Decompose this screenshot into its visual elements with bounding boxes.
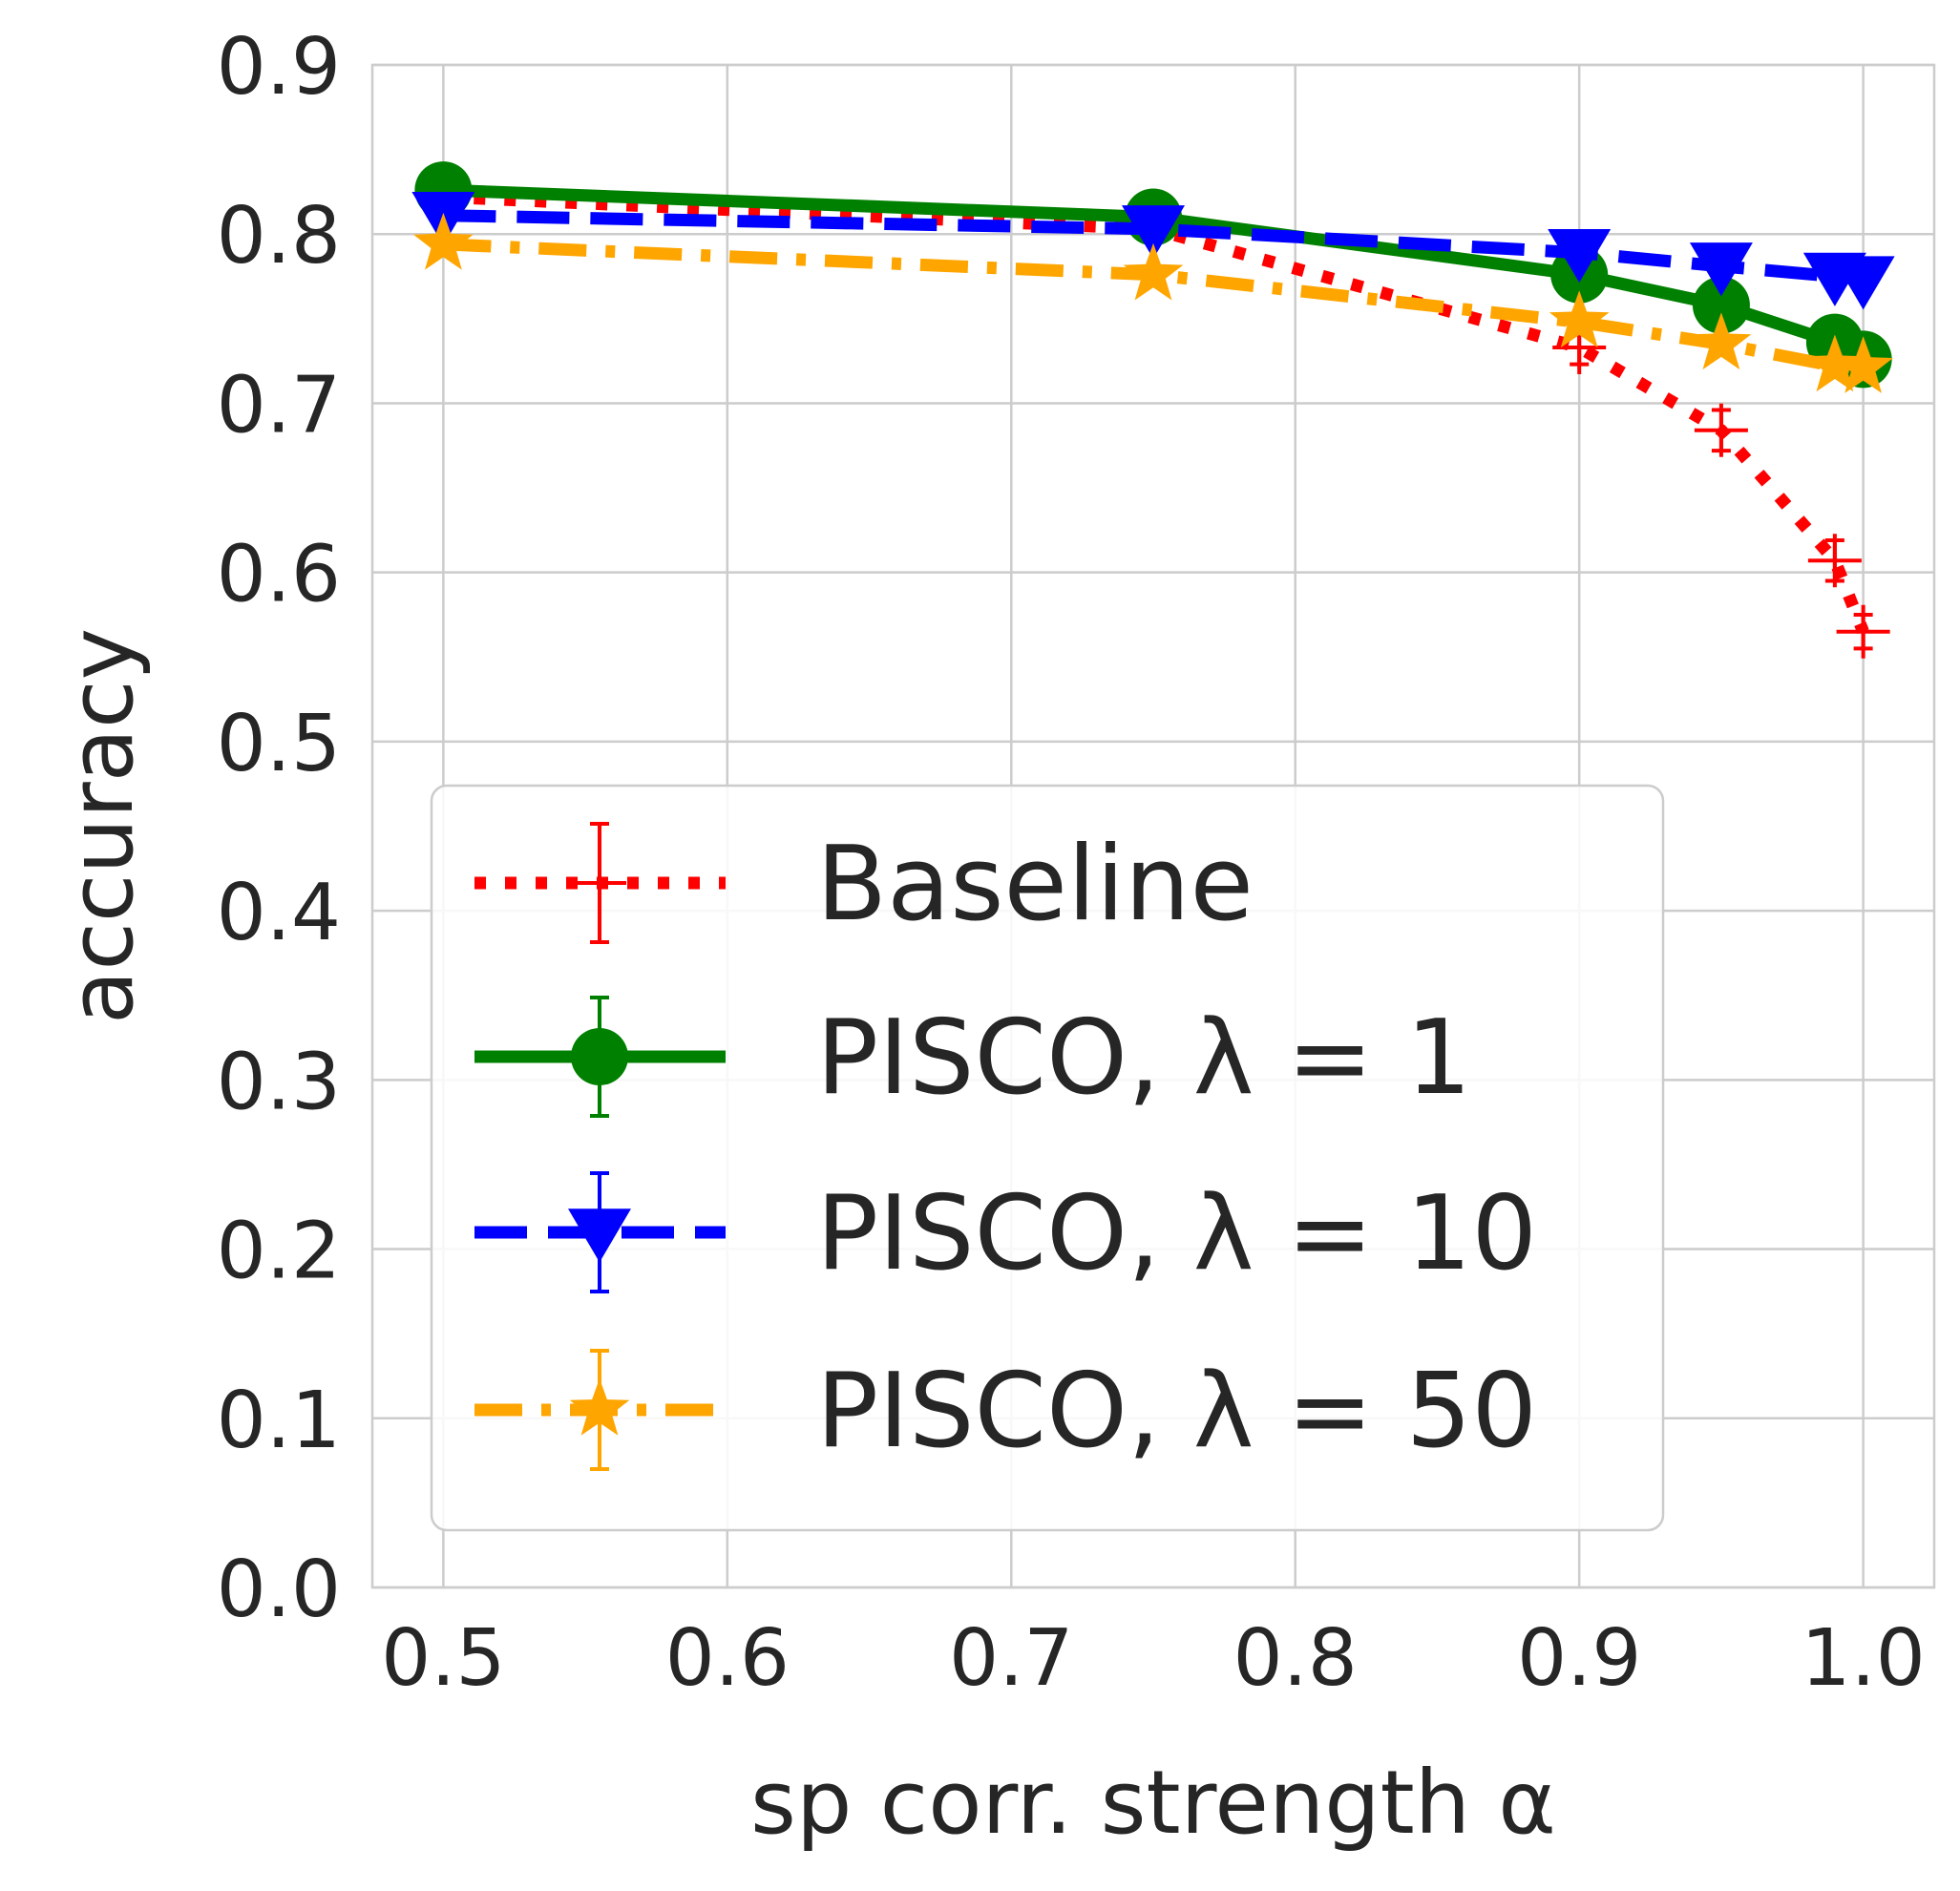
data-point bbox=[413, 212, 474, 270]
data-point bbox=[1831, 256, 1895, 310]
x-tick-label: 0.9 bbox=[1517, 1613, 1641, 1704]
legend-frame bbox=[430, 784, 1665, 1532]
legend: Baseline PISCO, λ = 1 PISCO, λ = 10 PISCO, … bbox=[430, 784, 1665, 1532]
data-point bbox=[1689, 242, 1753, 297]
y-tick-label: 0.9 bbox=[217, 22, 341, 113]
series-line bbox=[443, 238, 1864, 374]
y-tick-label: 0.8 bbox=[217, 191, 341, 282]
y-tick-label: 0.5 bbox=[217, 699, 341, 789]
series-layer bbox=[411, 161, 1895, 659]
x-tick-label: 0.7 bbox=[949, 1613, 1073, 1704]
data-point bbox=[1548, 228, 1612, 284]
y-tick-label: 0.2 bbox=[217, 1207, 341, 1297]
legend-item-0: Baseline bbox=[474, 822, 1254, 944]
series-line bbox=[443, 190, 1869, 635]
data-point bbox=[1549, 290, 1610, 348]
x-axis-label: sp corr. strength α bbox=[750, 1752, 1556, 1854]
data-point bbox=[1122, 205, 1185, 260]
legend-marker bbox=[569, 1378, 630, 1436]
data-point bbox=[1836, 604, 1890, 659]
tick-labels: 0.5 0.6 0.7 0.8 0.9 1.0 0.0 0.1 0.2 0.3 0.4 0.5 0.6 0… bbox=[217, 22, 1926, 1704]
y-tick-label: 0.7 bbox=[217, 360, 341, 451]
legend-marker bbox=[573, 856, 626, 910]
legend-label: PISCO, λ = 10 bbox=[816, 1174, 1537, 1293]
y-tick-label: 0.4 bbox=[217, 868, 341, 958]
legend-item-1: PISCO, λ = 1 bbox=[474, 996, 1471, 1118]
legend-item-3: PISCO, λ = 50 bbox=[474, 1349, 1537, 1471]
y-axis-label: accuracy bbox=[51, 628, 153, 1024]
data-point bbox=[1692, 276, 1750, 334]
x-tick-label: 1.0 bbox=[1801, 1613, 1925, 1704]
y-tick-label: 0.0 bbox=[217, 1544, 341, 1635]
data-point bbox=[1694, 403, 1748, 457]
series-2 bbox=[411, 191, 1895, 310]
legend-item-2: PISCO, λ = 10 bbox=[474, 1171, 1537, 1293]
legend-marker bbox=[568, 1208, 631, 1263]
data-point bbox=[1123, 242, 1184, 301]
data-point bbox=[1833, 336, 1893, 393]
x-tick-label: 0.6 bbox=[665, 1613, 790, 1704]
x-tick-label: 0.5 bbox=[381, 1613, 505, 1704]
legend-marker bbox=[571, 1028, 628, 1085]
series-3 bbox=[413, 212, 1893, 393]
legend-label: PISCO, λ = 50 bbox=[816, 1352, 1537, 1471]
data-point bbox=[1807, 534, 1862, 588]
y-tick-label: 0.6 bbox=[217, 530, 341, 620]
data-point bbox=[1691, 312, 1752, 370]
x-tick-label: 0.8 bbox=[1233, 1613, 1358, 1704]
plot-frame bbox=[370, 63, 1936, 1589]
legend-label: Baseline bbox=[816, 825, 1254, 944]
legend-label: PISCO, λ = 1 bbox=[816, 998, 1471, 1118]
data-point bbox=[1804, 334, 1865, 392]
y-tick-label: 0.3 bbox=[217, 1037, 341, 1127]
y-tick-label: 0.1 bbox=[217, 1376, 341, 1466]
